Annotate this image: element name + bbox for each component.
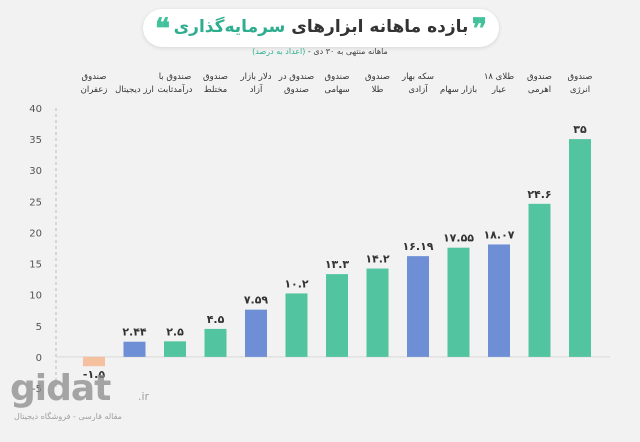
y-tick-label: 35 [29, 135, 42, 146]
bar [569, 139, 591, 357]
category-label: صندوق [82, 72, 107, 82]
watermark-logo: gidat [10, 368, 111, 409]
category-label: اهرمی [528, 85, 551, 95]
category-label: زعفران [81, 85, 108, 95]
y-tick-label: 5 [36, 322, 42, 333]
bar [245, 309, 267, 357]
category-label: طلا [372, 85, 384, 95]
category-label: طلای ۱۸ [484, 72, 515, 82]
y-tick-label: -5 [32, 384, 42, 395]
y-tick-label: 25 [29, 197, 42, 208]
bar [326, 274, 348, 357]
bar-value-label: ۱۰.۲ [284, 277, 309, 290]
category-label: صندوق [284, 85, 309, 95]
category-label: صندوق با [159, 72, 192, 82]
category-label: بازار سهام [440, 85, 477, 95]
bar-value-label: ۲۴.۶ [527, 188, 551, 201]
bar-value-label: ۴.۵ [207, 313, 225, 326]
bar [164, 341, 186, 357]
y-tick-label: 10 [29, 291, 42, 302]
title-highlight: سرمایه‌گذاری [173, 17, 286, 37]
quote-open-icon: ❞ [471, 12, 487, 45]
bar [285, 293, 308, 357]
bar [83, 356, 105, 367]
y-tick-label: 20 [29, 228, 42, 239]
category-label: عیار [491, 85, 506, 95]
y-tick-label: 40 [29, 104, 42, 115]
watermark-tagline: مقاله فارسی - فروشگاه دیجیتال [14, 412, 122, 421]
title-prefix: بازده ماهانه ابزارهای [285, 17, 469, 37]
subtitle-main: ماهانه منتهی به ۳۰ دی - [305, 47, 388, 56]
bar [447, 247, 470, 357]
watermark: gidat .ir مقاله فارسی - فروشگاه دیجیتال [10, 368, 170, 428]
chart-subtitle: ماهانه منتهی به ۳۰ دی - (اعداد به درصد) [0, 47, 640, 56]
y-tick-label: 30 [29, 166, 42, 177]
category-label: مختلط [204, 85, 228, 95]
bar-value-label: ۲.۵ [166, 325, 184, 338]
bar-value-label: ۱۳.۳ [325, 258, 350, 271]
bar-value-label: ۱۶.۱۹ [402, 240, 433, 253]
bar-value-label: ۳۵ [573, 123, 587, 136]
category-label: صندوق [527, 72, 552, 82]
bar-value-label: ۷.۵۹ [244, 294, 269, 307]
watermark-domain: .ir [138, 390, 150, 403]
category-label: صندوق [325, 72, 350, 82]
bar-value-label: ۱۴.۲ [365, 253, 390, 266]
category-label: دلار بازار [240, 72, 272, 82]
bar [528, 203, 551, 357]
quote-close-icon: ❝ [155, 12, 171, 45]
category-label: صندوق [365, 72, 390, 82]
bar [407, 256, 429, 357]
category-label: صندوق در [278, 72, 315, 82]
bar [488, 244, 510, 357]
title-banner: ❞ بازده ماهانه ابزارهای سرمایه‌گذاری ❝ [143, 9, 499, 47]
category-label: درآمدثابت [158, 83, 193, 95]
y-tick-label: 15 [29, 260, 42, 271]
bar [366, 268, 389, 357]
bar-value-label: ۲.۴۴ [122, 326, 147, 339]
bar-value-label: -۱.۵ [83, 368, 105, 381]
category-label: ارز دیجیتال [115, 85, 154, 95]
bar-value-label: ۱۸.۰۷ [483, 228, 514, 241]
category-label: آزادی [408, 83, 428, 95]
category-label: سهامی [324, 85, 349, 95]
chart-title: بازده ماهانه ابزارهای سرمایه‌گذاری [143, 17, 499, 37]
subtitle-note: (اعداد به درصد) [252, 47, 306, 56]
category-label: صندوق [203, 72, 228, 82]
y-tick-label: 0 [36, 353, 42, 364]
category-label: آزاد [250, 83, 263, 95]
bar [123, 341, 146, 357]
category-label: صندوق [568, 72, 593, 82]
category-label: سکه بهار [401, 72, 434, 82]
bar [204, 328, 227, 357]
bar-value-label: ۱۷.۵۵ [443, 232, 474, 245]
category-label: انرژی [570, 85, 590, 95]
